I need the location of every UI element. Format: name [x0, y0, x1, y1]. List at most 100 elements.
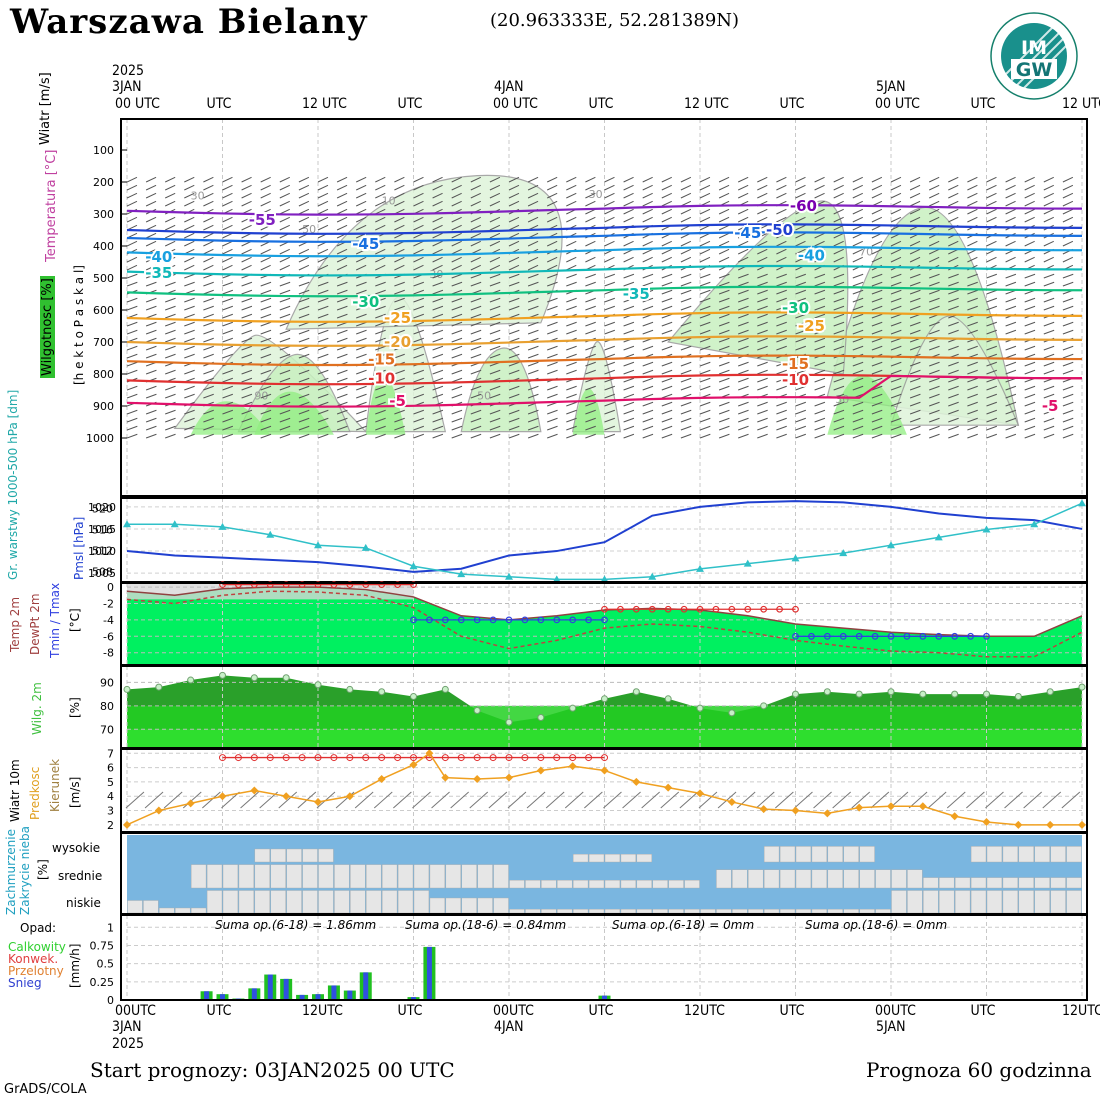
- max-wind-marker: [537, 754, 545, 762]
- wind-barb: [375, 377, 386, 383]
- wind-barb: [967, 240, 978, 247]
- wind-barb: [298, 192, 310, 199]
- wind-barb: [585, 393, 596, 399]
- wind-barb: [489, 313, 501, 319]
- isotherm-line: [126, 311, 1083, 323]
- wind-barb: [184, 281, 195, 287]
- wind-barb: [795, 192, 806, 199]
- precip-bar-snow: [267, 974, 273, 1000]
- wind-barb: [165, 297, 176, 303]
- wind-barb: [1005, 385, 1017, 391]
- wind-barb: [184, 216, 195, 223]
- max-wind-marker: [601, 754, 608, 762]
- wind-barb: [508, 176, 520, 183]
- wind-barb: [642, 273, 654, 279]
- wind-barb: [1005, 433, 1017, 439]
- wind-barb: [604, 409, 616, 415]
- wind-barb: [585, 353, 596, 359]
- wind-barb: [948, 401, 959, 407]
- wind-barb: [470, 192, 481, 199]
- software-credit: GrADS/COLA: [4, 1082, 87, 1097]
- wind-barb: [909, 433, 921, 439]
- wind-barb: [1024, 369, 1036, 375]
- wind-barb: [1005, 425, 1017, 431]
- wind-barb: [623, 401, 635, 407]
- wind-barb: [126, 184, 138, 191]
- wind-barb: [394, 329, 405, 335]
- wind-barb: [451, 337, 463, 343]
- geopotential-marker: [934, 533, 943, 541]
- wind-barb: [432, 337, 444, 343]
- wind-barb: [317, 289, 329, 295]
- wind-barb: [852, 385, 864, 391]
- wind-barb: [776, 273, 787, 279]
- forecast-length: Prognoza 60 godzinna: [866, 1058, 1092, 1082]
- wind-barb: [738, 425, 749, 431]
- wind-barb: [546, 256, 558, 263]
- wind-barb: [1043, 409, 1055, 415]
- wind-barb: [699, 305, 711, 311]
- wind-barb: [298, 305, 310, 311]
- wind-tick-label: 2: [107, 819, 114, 832]
- wind-barb: [451, 256, 462, 263]
- cloud-bar: [604, 854, 621, 863]
- wind-barb: [623, 273, 635, 279]
- cloud-bar: [190, 864, 207, 889]
- wind-barb: [1005, 393, 1017, 399]
- isotherm-label: -30: [782, 299, 809, 317]
- wind-barb: [890, 369, 902, 375]
- wind-barb: [165, 345, 176, 351]
- wind-barb: [623, 409, 635, 415]
- wind-barb: [642, 401, 654, 407]
- wind-barb: [566, 409, 577, 415]
- wind-barb: [375, 224, 386, 231]
- hour-label: 00 UTC: [875, 96, 920, 112]
- wind-barb: [986, 361, 998, 367]
- tmin-line-marker: [808, 632, 815, 640]
- wind-barb: [413, 433, 425, 439]
- wind-barb: [508, 305, 520, 311]
- wind-barb: [967, 409, 978, 415]
- wind-barb: [757, 208, 768, 215]
- wind-barb: [451, 281, 463, 287]
- wind-barb: [680, 361, 692, 367]
- tmin-line-marker: [473, 616, 481, 624]
- wind-barb: [527, 433, 539, 439]
- geopotential-tick-label: 520: [92, 503, 113, 516]
- wind-barb: [871, 345, 883, 351]
- wind-barb: [1024, 417, 1036, 423]
- wind-barb: [1024, 425, 1036, 431]
- wind-barb: [451, 433, 463, 439]
- wind-barb: [699, 248, 711, 255]
- wind-barb: [470, 281, 482, 287]
- wind-barb: [737, 256, 749, 263]
- wind-barb: [527, 281, 539, 287]
- humidity-point: [919, 690, 927, 698]
- wind-barb: [776, 289, 787, 295]
- wind-barb: [757, 248, 768, 255]
- wind-barb: [833, 377, 845, 383]
- wind-barb: [470, 216, 481, 223]
- wind-direction-barb: [908, 791, 928, 809]
- wind-barb: [814, 289, 826, 295]
- gust-marker: [950, 812, 959, 821]
- cloud-bar: [270, 864, 286, 889]
- isotherm-label: -5: [1042, 397, 1059, 415]
- wind-barb: [241, 216, 252, 223]
- wind-barb: [547, 425, 558, 431]
- wind-barb: [661, 192, 672, 199]
- wind-barb: [279, 433, 291, 439]
- wind-barb: [145, 224, 157, 231]
- wind-barb: [317, 176, 329, 183]
- wind-barb: [432, 297, 444, 303]
- wind-barb: [260, 321, 272, 327]
- wind-barb: [394, 313, 405, 319]
- wind-barb: [1062, 208, 1074, 215]
- tmin-line-marker: [441, 616, 449, 624]
- wind-barb: [699, 321, 711, 327]
- wind-barb: [145, 297, 157, 303]
- wind-barb: [489, 240, 501, 247]
- wind-barb: [642, 393, 654, 399]
- wind-barb: [852, 345, 864, 351]
- wind-barb: [757, 377, 768, 383]
